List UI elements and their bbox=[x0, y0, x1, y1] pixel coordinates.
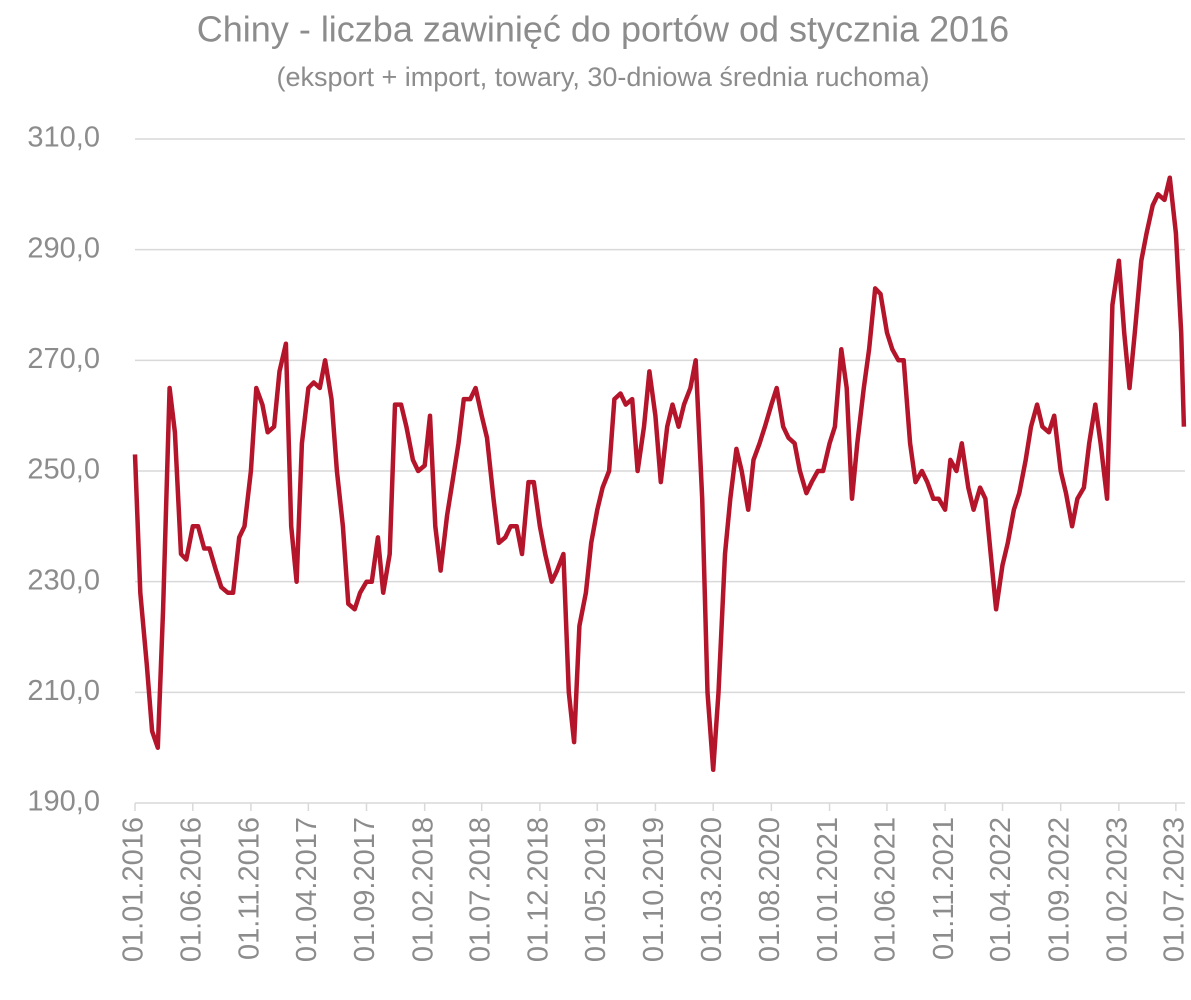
x-tick-label: 01.10.2019 bbox=[638, 817, 670, 962]
y-tick-label: 270,0 bbox=[27, 343, 100, 375]
x-tick-label: 01.12.2018 bbox=[523, 817, 555, 962]
x-tick-label: 01.08.2020 bbox=[754, 817, 786, 962]
x-tick-label: 01.09.2022 bbox=[1043, 817, 1075, 962]
y-tick-label: 210,0 bbox=[27, 675, 100, 707]
x-tick-label: 01.01.2021 bbox=[812, 817, 844, 962]
x-tick-label: 01.11.2016 bbox=[234, 817, 266, 960]
y-tick-label: 190,0 bbox=[27, 786, 100, 818]
x-tick-label: 01.09.2017 bbox=[349, 817, 381, 962]
x-tick-label: 01.07.2023 bbox=[1159, 817, 1191, 962]
x-tick-label: 01.05.2019 bbox=[580, 817, 612, 962]
x-tick-label: 01.04.2017 bbox=[291, 817, 323, 962]
y-tick-label: 250,0 bbox=[27, 454, 100, 486]
x-tick-label: 01.06.2021 bbox=[870, 817, 902, 962]
x-tick-label: 01.01.2016 bbox=[118, 817, 150, 962]
x-tick-label: 01.02.2018 bbox=[407, 817, 439, 962]
series-line bbox=[132, 175, 1187, 773]
chart-subtitle: (eksport + import, towary, 30-dniowa śre… bbox=[276, 62, 929, 92]
x-tick-label: 01.04.2022 bbox=[985, 817, 1017, 962]
x-tick-label: 01.03.2020 bbox=[696, 817, 728, 962]
chart-title: Chiny - liczba zawinięć do portów od sty… bbox=[197, 9, 1009, 50]
x-tick-label: 01.06.2016 bbox=[175, 817, 207, 962]
x-tick-label: 01.02.2023 bbox=[1102, 817, 1134, 962]
y-tick-label: 230,0 bbox=[27, 564, 100, 596]
x-tick-label: 01.11.2021 bbox=[928, 817, 960, 960]
x-tick-label: 01.07.2018 bbox=[464, 817, 496, 962]
y-tick-label: 290,0 bbox=[27, 232, 100, 264]
y-tick-label: 310,0 bbox=[27, 122, 100, 154]
